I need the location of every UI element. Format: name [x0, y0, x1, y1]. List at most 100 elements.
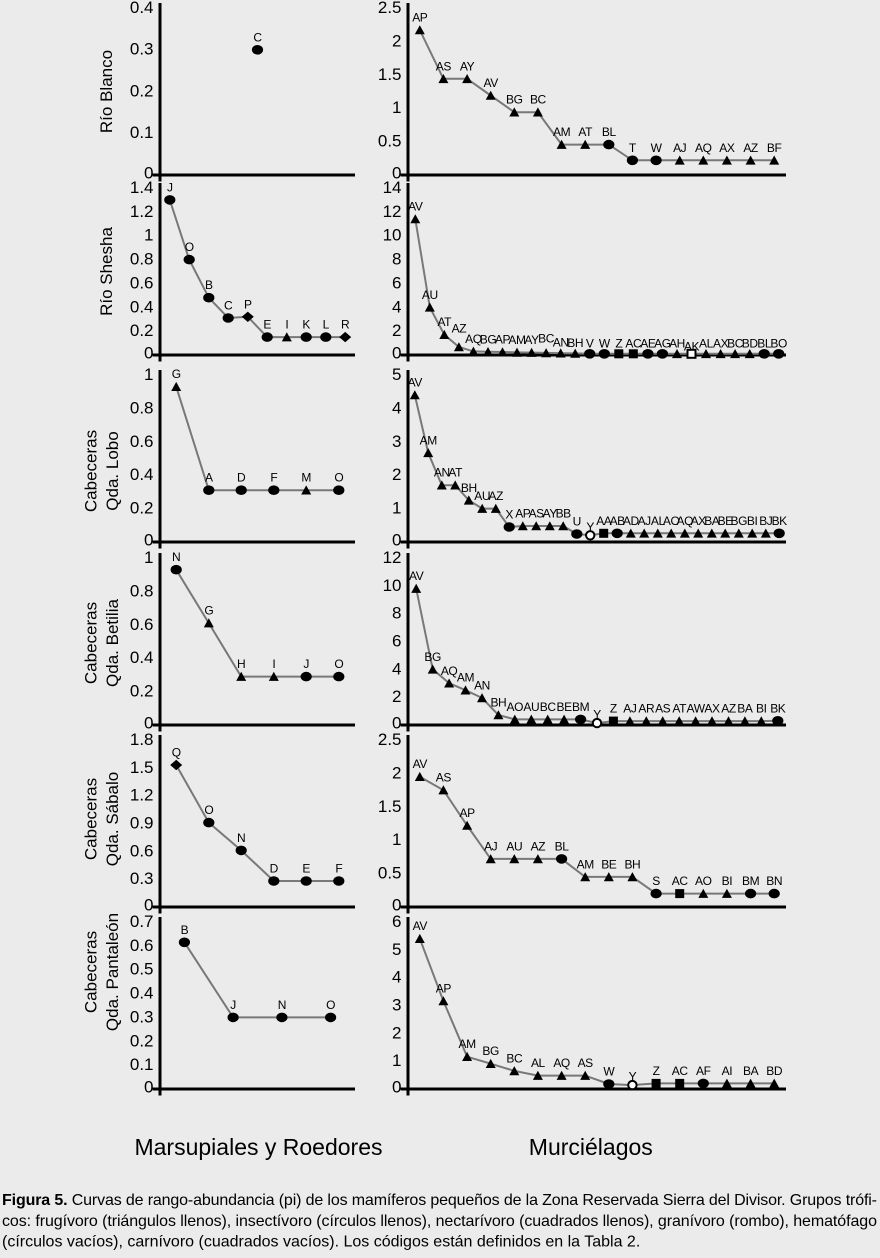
svg-text:BB: BB	[556, 507, 572, 521]
svg-text:AP: AP	[515, 507, 531, 521]
svg-text:O: O	[334, 471, 343, 485]
svg-text:AZ: AZ	[743, 141, 758, 155]
svg-text:BH: BH	[490, 696, 506, 710]
svg-text:N: N	[237, 831, 245, 845]
svg-text:4: 4	[392, 398, 401, 417]
svg-text:AQ: AQ	[695, 141, 712, 155]
svg-text:AX: AX	[704, 702, 720, 716]
svg-text:BD: BD	[742, 336, 759, 350]
svg-text:0: 0	[144, 1078, 153, 1097]
svg-text:V: V	[586, 336, 594, 350]
svg-text:AP: AP	[459, 806, 475, 820]
svg-text:N: N	[172, 550, 180, 564]
svg-text:1: 1	[392, 830, 401, 849]
svg-text:BE: BE	[601, 857, 617, 871]
svg-text:AP: AP	[495, 333, 511, 347]
svg-text:0.4: 0.4	[130, 297, 154, 316]
svg-text:O: O	[326, 998, 335, 1012]
svg-text:BC: BC	[530, 93, 547, 107]
svg-text:BL: BL	[757, 336, 772, 350]
svg-text:E: E	[302, 862, 310, 876]
svg-text:(círculos vacíos), carnívoro (: (círculos vacíos), carnívoro (cuadrados …	[2, 1234, 640, 1251]
svg-text:W: W	[651, 141, 663, 155]
svg-text:4: 4	[392, 968, 401, 987]
svg-text:BG: BG	[482, 1044, 499, 1058]
svg-text:0.4: 0.4	[130, 465, 154, 484]
svg-text:BA: BA	[743, 1064, 759, 1078]
svg-text:AM: AM	[420, 433, 438, 447]
svg-text:AI: AI	[722, 1064, 733, 1078]
svg-text:Qda. Sábalo: Qda. Sábalo	[103, 772, 122, 867]
svg-text:1.5: 1.5	[378, 797, 402, 816]
svg-text:1.2: 1.2	[130, 786, 154, 805]
svg-text:AC: AC	[625, 336, 642, 350]
svg-text:0.7: 0.7	[130, 912, 154, 931]
svg-text:3: 3	[392, 432, 401, 451]
svg-text:12: 12	[383, 548, 402, 567]
svg-text:12: 12	[383, 202, 402, 221]
svg-text:AX: AX	[691, 514, 707, 528]
svg-text:AU: AU	[523, 700, 539, 714]
svg-text:BG: BG	[731, 514, 748, 528]
svg-text:Murciélagos: Murciélagos	[529, 1134, 653, 1160]
svg-text:BE: BE	[556, 700, 572, 714]
svg-text:0: 0	[392, 1078, 401, 1097]
svg-text:AS: AS	[436, 59, 452, 73]
svg-text:AK: AK	[684, 339, 700, 353]
svg-text:Figura 5. Curvas de rango-abun: Figura 5. Curvas de rango-abundancia (pi…	[2, 1192, 877, 1209]
svg-text:0.2: 0.2	[130, 1031, 154, 1050]
svg-text:I: I	[285, 318, 288, 332]
svg-text:F: F	[335, 862, 342, 876]
svg-text:O: O	[204, 803, 213, 817]
svg-text:AV: AV	[408, 200, 423, 214]
svg-text:AW: AW	[687, 702, 706, 716]
svg-text:0: 0	[144, 714, 153, 733]
svg-text:O: O	[185, 240, 194, 254]
svg-text:Z: Z	[653, 1064, 660, 1078]
svg-text:M: M	[301, 471, 311, 485]
svg-text:D: D	[237, 471, 246, 485]
svg-text:AZ: AZ	[452, 322, 467, 336]
svg-text:Río Shesha: Río Shesha	[97, 227, 116, 316]
svg-text:BG: BG	[480, 332, 497, 346]
svg-text:AQ: AQ	[553, 1056, 570, 1070]
svg-text:1.8: 1.8	[130, 730, 154, 749]
svg-text:AT: AT	[578, 125, 593, 139]
svg-text:2: 2	[392, 31, 401, 50]
svg-text:BH: BH	[624, 857, 640, 871]
svg-text:AV: AV	[484, 76, 499, 90]
svg-text:C: C	[224, 299, 233, 313]
svg-text:0: 0	[392, 896, 401, 915]
svg-text:BG: BG	[424, 650, 441, 664]
svg-text:0.5: 0.5	[378, 864, 402, 883]
svg-text:14: 14	[383, 178, 402, 197]
svg-text:BL: BL	[602, 125, 617, 139]
svg-text:B: B	[181, 923, 189, 937]
svg-text:AT: AT	[437, 315, 452, 329]
svg-text:AN: AN	[553, 336, 569, 350]
svg-text:BM: BM	[572, 700, 590, 714]
svg-text:P: P	[244, 297, 252, 311]
svg-text:2.5: 2.5	[378, 730, 402, 749]
svg-text:1: 1	[392, 98, 401, 117]
svg-text:AM: AM	[458, 1037, 476, 1051]
svg-text:G: G	[172, 367, 181, 381]
svg-text:AM: AM	[553, 125, 571, 139]
svg-text:BG: BG	[506, 93, 523, 107]
svg-text:0.8: 0.8	[130, 250, 154, 269]
svg-text:BH: BH	[461, 481, 477, 495]
svg-text:0.6: 0.6	[130, 841, 154, 860]
svg-text:J: J	[167, 180, 173, 194]
svg-text:1.4: 1.4	[130, 178, 154, 197]
svg-text:AP: AP	[436, 982, 452, 996]
svg-text:0.4: 0.4	[130, 0, 154, 17]
svg-text:Cabeceras: Cabeceras	[82, 602, 101, 684]
svg-text:U: U	[573, 515, 581, 529]
svg-text:AQ: AQ	[677, 514, 694, 528]
svg-text:1.5: 1.5	[378, 65, 402, 84]
svg-text:2: 2	[392, 465, 401, 484]
svg-text:AC: AC	[672, 1064, 689, 1078]
svg-text:AX: AX	[713, 336, 729, 350]
svg-text:0: 0	[144, 344, 153, 363]
svg-text:BA: BA	[737, 702, 753, 716]
